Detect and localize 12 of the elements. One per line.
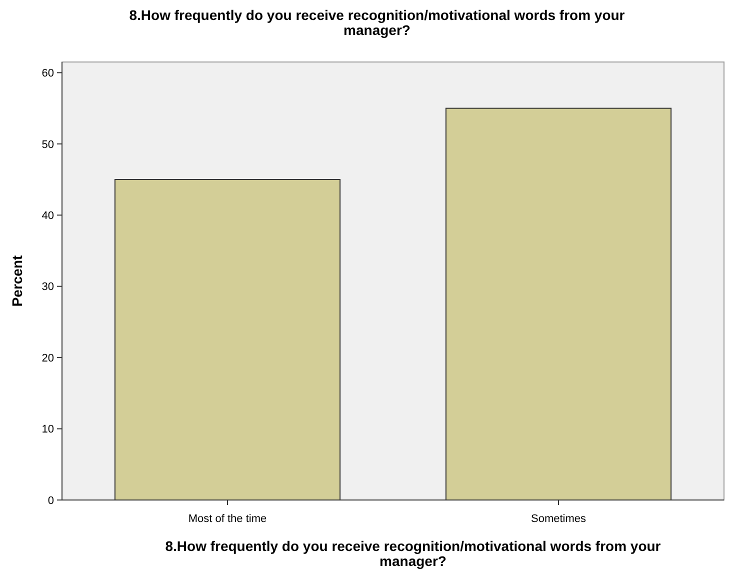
x-axis-title: 8.How frequently do you receive recognition/motivational words from your manager? bbox=[165, 538, 662, 569]
x-tick-label: Most of the time bbox=[188, 513, 267, 525]
y-axis-title: Percent bbox=[9, 254, 25, 307]
y-tick-label: 0 bbox=[48, 494, 54, 507]
y-tick-label: 60 bbox=[42, 68, 54, 80]
x-tick-label: Sometimes bbox=[530, 513, 586, 525]
y-tick-label: 40 bbox=[42, 210, 54, 222]
y-tick-label: 10 bbox=[42, 424, 54, 436]
y-tick-label: 20 bbox=[42, 352, 54, 364]
y-tick-label: 30 bbox=[42, 281, 54, 294]
y-tick-label: 50 bbox=[42, 138, 54, 151]
chart-title: 8.How frequently do you receive recognition/motivational words from your manager? bbox=[129, 7, 626, 38]
